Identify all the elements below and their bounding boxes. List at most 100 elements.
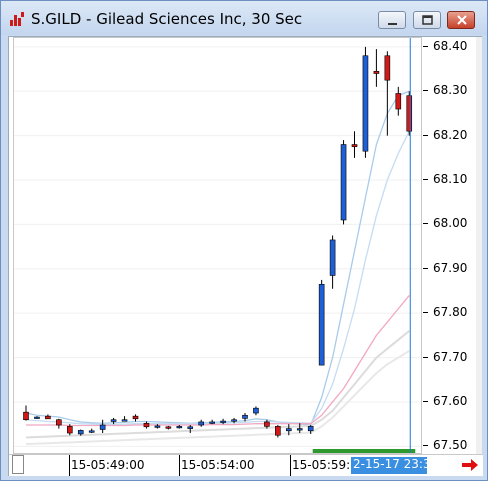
candle[interactable]: [77, 429, 84, 436]
price-tick: [423, 45, 428, 47]
chart-app-icon[interactable]: [10, 12, 24, 26]
candle[interactable]: [395, 86, 402, 116]
price-tick: [423, 445, 428, 447]
time-tick: [290, 455, 291, 476]
candle[interactable]: [220, 418, 226, 425]
candle[interactable]: [132, 414, 139, 422]
candle-body: [220, 420, 226, 423]
candle[interactable]: [110, 417, 117, 425]
time-axis[interactable]: 15-05:49:00 15-05:54:00 15-05:59:00 2-15…: [9, 454, 483, 476]
candle-body: [318, 284, 325, 366]
candle[interactable]: [198, 419, 204, 427]
price-tick-label: 68.20: [433, 127, 468, 142]
price-tick: [423, 356, 428, 358]
candle[interactable]: [88, 428, 95, 434]
price-tick-label: 67.50: [433, 438, 468, 453]
close-button[interactable]: [447, 11, 475, 29]
moving-average-line-5: [25, 350, 410, 446]
candle-body: [99, 424, 106, 430]
price-tick: [423, 400, 428, 402]
candle[interactable]: [176, 425, 183, 429]
candle-body: [253, 407, 259, 414]
candle[interactable]: [34, 416, 40, 419]
candle-body: [187, 426, 194, 429]
chart-area: 68.40 68.30 68.20 68.10 68.00 67.90 67.80 67.70…: [8, 36, 483, 476]
candle-body: [340, 144, 347, 221]
candle-body: [242, 414, 248, 419]
candle[interactable]: [121, 416, 128, 422]
price-tick: [423, 267, 428, 269]
candle-body: [23, 411, 29, 421]
candle-body: [406, 95, 413, 132]
price-tick: [423, 90, 428, 92]
candle[interactable]: [264, 419, 270, 429]
candle[interactable]: [187, 425, 194, 434]
price-axis[interactable]: 68.40 68.30 68.20 68.10 68.00 67.90 67.80 67.70…: [423, 37, 477, 454]
moving-average-line-3: [26, 295, 410, 427]
candle-body: [154, 425, 161, 428]
time-tick: [69, 455, 70, 476]
candle[interactable]: [318, 279, 325, 366]
candle-body: [275, 426, 281, 436]
title-bar[interactable]: S.GILD - Gilead Sciences Inc, 30 Sec: [1, 1, 487, 35]
price-tick-label: 68.30: [433, 83, 468, 98]
candle[interactable]: [99, 419, 106, 434]
maximize-button[interactable]: [413, 11, 441, 29]
price-tick-label: 67.80: [433, 305, 468, 320]
candle[interactable]: [23, 405, 29, 421]
candle[interactable]: [362, 46, 369, 158]
candle[interactable]: [165, 425, 172, 430]
price-tick: [423, 312, 428, 314]
candle-body: [176, 426, 183, 429]
candle[interactable]: [242, 413, 248, 422]
vertical-scrollbar[interactable]: [476, 37, 482, 454]
candle[interactable]: [285, 424, 292, 436]
candle[interactable]: [329, 235, 336, 289]
candle[interactable]: [296, 423, 303, 434]
price-tick-label: 67.90: [433, 260, 468, 275]
candle-body: [121, 419, 128, 422]
candle[interactable]: [384, 51, 391, 136]
scroll-right-arrow-icon[interactable]: [460, 457, 480, 473]
candle[interactable]: [154, 424, 161, 429]
minimize-button[interactable]: [378, 11, 406, 29]
candle-body: [143, 422, 150, 428]
moving-average-line-4: [25, 330, 410, 439]
moving-average-line-2: [25, 130, 410, 426]
candle[interactable]: [45, 414, 51, 420]
candle[interactable]: [253, 406, 259, 416]
candle[interactable]: [340, 140, 347, 225]
candle-body: [384, 55, 391, 81]
time-tick: [179, 455, 180, 476]
price-tick: [423, 223, 428, 225]
time-scroll-thumb[interactable]: [12, 455, 24, 474]
candle[interactable]: [275, 425, 281, 438]
price-tick-label: 68.40: [433, 38, 468, 53]
candle-body: [209, 421, 215, 424]
candle[interactable]: [351, 131, 358, 158]
candle[interactable]: [406, 91, 413, 136]
candle[interactable]: [209, 419, 215, 425]
window-title: S.GILD - Gilead Sciences Inc, 30 Sec: [31, 10, 303, 28]
minimize-icon: [388, 23, 397, 25]
candle-body: [373, 70, 380, 74]
candle[interactable]: [66, 424, 73, 436]
candle-body: [307, 426, 314, 432]
candle-body: [285, 428, 292, 432]
candlestick-chart[interactable]: [14, 38, 421, 453]
price-plot[interactable]: [13, 37, 422, 454]
candle[interactable]: [143, 421, 150, 429]
candle-body: [296, 428, 303, 431]
candle[interactable]: [231, 417, 237, 424]
candle[interactable]: [56, 418, 62, 429]
candle-body: [56, 419, 62, 426]
candle[interactable]: [373, 49, 380, 87]
time-tick-label: 15-05:49:00: [71, 458, 145, 472]
candle-body: [231, 419, 237, 422]
cursor-time-readout: 2-15-17 23:34:00: [351, 457, 458, 474]
candle-body: [88, 430, 95, 433]
time-tick-label: 15-05:59:00: [292, 458, 366, 472]
candle[interactable]: [307, 425, 314, 434]
candle-body: [34, 416, 40, 419]
